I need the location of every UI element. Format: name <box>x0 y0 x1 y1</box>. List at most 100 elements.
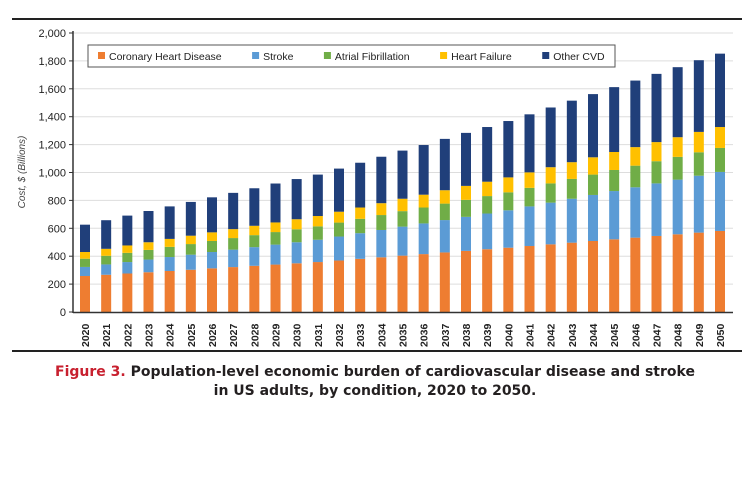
bar-segment-coronary-heart-disease-2046 <box>630 237 641 312</box>
x-tick-label: 2031 <box>313 323 325 347</box>
bar-segment-coronary-heart-disease-2049 <box>693 232 704 312</box>
bar-segment-heart-failure-2044 <box>588 157 598 175</box>
bar-segment-other-cvd-2042 <box>545 107 556 168</box>
x-tick-label: 2030 <box>292 323 304 347</box>
bar-segment-other-cvd-2031 <box>312 174 323 217</box>
bar-segment-stroke-2032 <box>334 236 344 261</box>
bar-segment-coronary-heart-disease-2026 <box>207 268 217 312</box>
bar-segment-other-cvd-2026 <box>207 197 217 233</box>
x-tick-label: 2039 <box>482 323 494 347</box>
bar-segment-heart-failure-2041 <box>524 172 535 188</box>
bar-segment-atrial-fibrillation-2031 <box>312 226 323 240</box>
bar-segment-atrial-fibrillation-2050 <box>715 147 725 172</box>
x-tick-label: 2040 <box>503 323 515 347</box>
bar-segment-atrial-fibrillation-2042 <box>545 183 556 203</box>
bar-segment-coronary-heart-disease-2022 <box>122 273 133 312</box>
bar-segment-coronary-heart-disease-2043 <box>566 242 577 312</box>
bar-segment-atrial-fibrillation-2029 <box>270 232 281 245</box>
bar-segment-stroke-2031 <box>312 239 323 263</box>
x-tick-label: 2044 <box>588 323 600 347</box>
bar-segment-coronary-heart-disease-2023 <box>143 272 154 312</box>
x-tick-label: 2026 <box>207 323 219 347</box>
x-tick-label: 2043 <box>567 323 579 347</box>
bar-segment-heart-failure-2036 <box>418 194 429 208</box>
bar-segment-coronary-heart-disease-2045 <box>609 239 620 312</box>
bar-segment-heart-failure-2038 <box>461 185 471 200</box>
bar-segment-other-cvd-2044 <box>588 94 598 158</box>
bar-segment-heart-failure-2026 <box>207 232 217 241</box>
bar-segment-atrial-fibrillation-2045 <box>609 169 620 192</box>
bar-segment-heart-failure-2037 <box>439 190 450 204</box>
bar-segment-heart-failure-2039 <box>482 181 493 197</box>
bar-segment-other-cvd-2025 <box>185 201 196 236</box>
bar-segment-other-cvd-2030 <box>291 179 302 220</box>
bar-segment-atrial-fibrillation-2021 <box>101 255 112 265</box>
x-tick-label: 2041 <box>525 323 537 347</box>
x-tick-label: 2032 <box>334 323 346 347</box>
x-tick-label: 2029 <box>271 323 283 347</box>
bar-segment-heart-failure-2024 <box>164 238 175 247</box>
bar-segment-atrial-fibrillation-2033 <box>355 218 366 234</box>
y-tick-label: 1,800 <box>38 56 66 68</box>
bar-segment-atrial-fibrillation-2023 <box>143 249 154 260</box>
y-tick-label: 600 <box>48 223 66 235</box>
bar-segment-coronary-heart-disease-2020 <box>80 276 90 312</box>
x-tick-label: 2025 <box>186 323 198 347</box>
bar-segment-heart-failure-2049 <box>693 131 704 153</box>
bar-segment-atrial-fibrillation-2024 <box>164 246 175 258</box>
bar-segment-coronary-heart-disease-2035 <box>397 255 408 312</box>
bar-segment-other-cvd-2027 <box>228 192 239 230</box>
bar-segment-other-cvd-2038 <box>461 132 471 186</box>
bar-segment-coronary-heart-disease-2032 <box>334 260 344 312</box>
bar-segment-heart-failure-2021 <box>101 248 112 256</box>
x-tick-label: 2021 <box>101 323 113 347</box>
bar-segment-coronary-heart-disease-2047 <box>651 235 662 312</box>
x-tick-label: 2033 <box>355 323 367 347</box>
bar-segment-stroke-2038 <box>461 216 471 251</box>
bar-segment-heart-failure-2033 <box>355 207 366 219</box>
bar-segment-coronary-heart-disease-2042 <box>545 244 556 312</box>
legend-swatch <box>323 52 331 59</box>
bar-segment-coronary-heart-disease-2021 <box>101 274 112 312</box>
bar-segment-stroke-2033 <box>355 233 366 259</box>
bar-segment-heart-failure-2047 <box>651 142 662 162</box>
bar-segment-coronary-heart-disease-2031 <box>312 262 323 312</box>
bar-segment-stroke-2025 <box>185 254 196 270</box>
bar-segment-stroke-2028 <box>249 247 260 266</box>
bar-segment-atrial-fibrillation-2048 <box>672 156 683 180</box>
bar-segment-atrial-fibrillation-2026 <box>207 240 217 253</box>
bar-segment-atrial-fibrillation-2040 <box>503 192 514 211</box>
bar-segment-atrial-fibrillation-2035 <box>397 211 408 227</box>
bar-segment-stroke-2034 <box>376 229 387 258</box>
bar-segment-stroke-2049 <box>693 175 704 233</box>
bar-segment-stroke-2041 <box>524 206 535 247</box>
bar-segment-other-cvd-2050 <box>715 53 725 128</box>
bar-segment-stroke-2050 <box>715 171 725 231</box>
bar-segment-other-cvd-2032 <box>334 168 344 212</box>
bar-segment-other-cvd-2024 <box>164 206 175 239</box>
bar-segment-stroke-2023 <box>143 259 154 273</box>
bar-segment-coronary-heart-disease-2033 <box>355 258 366 312</box>
bar-segment-stroke-2026 <box>207 252 217 269</box>
bar-segment-other-cvd-2043 <box>566 100 577 163</box>
bar-segment-atrial-fibrillation-2020 <box>80 258 90 267</box>
bar-segment-coronary-heart-disease-2044 <box>588 240 598 312</box>
bar-segment-atrial-fibrillation-2025 <box>185 244 196 255</box>
y-tick-label: 200 <box>48 279 66 291</box>
bar-segment-atrial-fibrillation-2038 <box>461 199 471 217</box>
x-tick-label: 2045 <box>609 323 621 347</box>
bar-segment-other-cvd-2029 <box>270 183 281 223</box>
bar-segment-coronary-heart-disease-2050 <box>715 230 725 312</box>
x-tick-label: 2034 <box>376 323 388 347</box>
bar-segment-other-cvd-2049 <box>693 60 704 132</box>
legend-swatch <box>252 52 260 59</box>
x-tick-label: 2049 <box>694 323 706 347</box>
bar-segment-stroke-2024 <box>164 257 175 271</box>
bar-segment-heart-failure-2034 <box>376 203 387 216</box>
bar-segment-heart-failure-2025 <box>185 235 196 245</box>
bar-segment-atrial-fibrillation-2032 <box>334 222 344 237</box>
legend-box <box>87 44 616 68</box>
bar-segment-heart-failure-2027 <box>228 229 239 239</box>
x-tick-label: 2022 <box>122 323 134 347</box>
bar-segment-heart-failure-2043 <box>566 162 577 179</box>
